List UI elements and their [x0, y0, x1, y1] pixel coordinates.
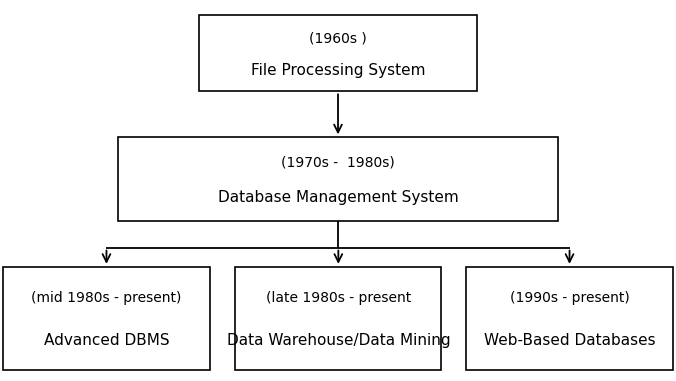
- Text: (1970s -  1980s): (1970s - 1980s): [281, 155, 395, 169]
- FancyBboxPatch shape: [3, 267, 210, 370]
- Text: (1990s - present): (1990s - present): [510, 291, 629, 304]
- FancyBboxPatch shape: [235, 267, 441, 370]
- Text: Database Management System: Database Management System: [218, 190, 458, 205]
- Text: (1960s ): (1960s ): [309, 31, 367, 45]
- FancyBboxPatch shape: [199, 15, 477, 91]
- Text: Web-Based Databases: Web-Based Databases: [484, 333, 655, 348]
- Text: Advanced DBMS: Advanced DBMS: [44, 333, 169, 348]
- Text: (mid 1980s - present): (mid 1980s - present): [31, 291, 182, 304]
- FancyBboxPatch shape: [118, 137, 558, 221]
- FancyBboxPatch shape: [466, 267, 673, 370]
- Text: File Processing System: File Processing System: [251, 62, 425, 78]
- Text: Data Warehouse/Data Mining: Data Warehouse/Data Mining: [226, 333, 450, 348]
- Text: (late 1980s - present: (late 1980s - present: [266, 291, 411, 304]
